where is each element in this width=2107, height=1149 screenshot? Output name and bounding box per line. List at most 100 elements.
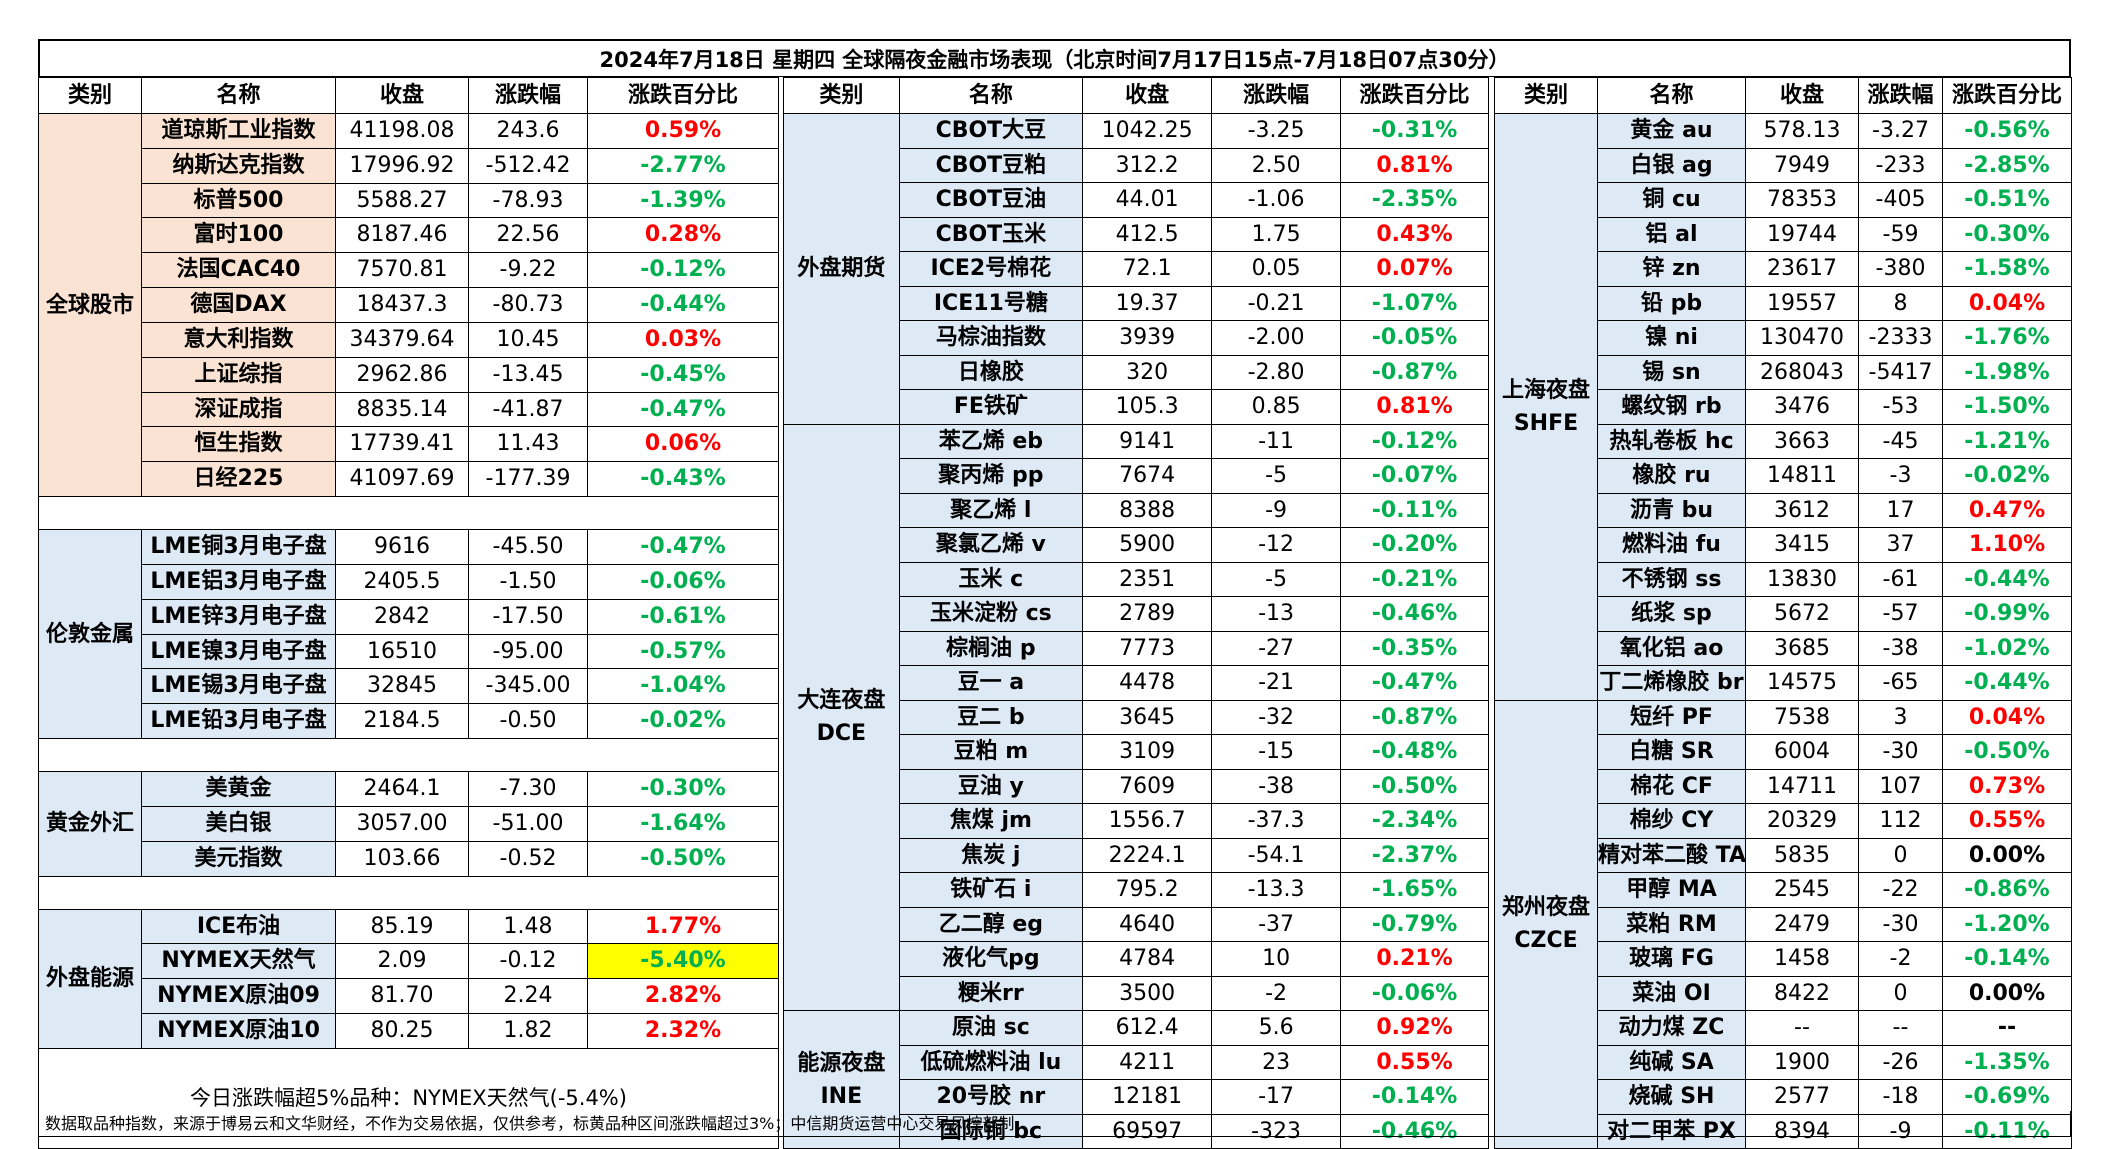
change-percent: 0.55% (1942, 803, 2072, 839)
change-percent: 0.21% (1340, 941, 1489, 977)
instrument-name: 铅 pb (1597, 285, 1746, 321)
change-percent: 1.77% (587, 908, 779, 945)
change-value: -51.00 (468, 805, 588, 842)
instrument-name: CBOT大豆 (898, 113, 1084, 149)
table-row: 粳米rr 3500 -2 -0.06% (784, 975, 1489, 1011)
close-value: 7773 (1082, 630, 1213, 666)
table-row: LME铝3月电子盘 2405.5 -1.50 -0.06% (39, 563, 779, 600)
instrument-name: 上证综指 (141, 356, 336, 393)
table-row: 20号胶 nr 12181 -17 -0.14% (784, 1079, 1489, 1115)
change-value: -5 (1211, 561, 1342, 597)
close-value: 3057.00 (335, 805, 469, 842)
close-value: 8422 (1745, 975, 1859, 1011)
instrument-name: 黄金 au (1597, 113, 1746, 149)
change-value: -59 (1858, 216, 1943, 252)
change-value: -37 (1211, 906, 1342, 942)
close-value: 3663 (1745, 423, 1859, 459)
change-percent: -0.02% (1942, 458, 2072, 494)
close-value: 2789 (1082, 596, 1213, 632)
close-value: 3500 (1082, 975, 1213, 1011)
column-header: 类别 (38, 77, 142, 114)
close-value: 5588.27 (335, 182, 469, 219)
change-value: -2333 (1858, 320, 1943, 356)
table-row: LME锡3月电子盘 32845 -345.00 -1.04% (39, 668, 779, 705)
change-percent: -1.02% (1942, 630, 2072, 666)
change-percent: -0.11% (1340, 492, 1489, 528)
close-value: 16510 (335, 633, 469, 670)
change-value: -45 (1858, 423, 1943, 459)
change-percent: -1.64% (587, 805, 779, 842)
close-value: 32845 (335, 668, 469, 705)
note-row: 今日涨跌幅超5%品种：NYMEX天然气(-5.4%) (38, 1047, 779, 1149)
change-value: 107 (1858, 768, 1943, 804)
instrument-name: 橡胶 ru (1597, 458, 1746, 494)
table-row: LME铅3月电子盘 2184.5 -0.50 -0.02% (39, 703, 779, 740)
close-value: 1556.7 (1082, 803, 1213, 839)
table-row: 黄金外汇 美黄金 2464.1 -7.30 -0.30% (38, 771, 779, 877)
change-value: 10.45 (468, 321, 588, 358)
close-value: 7674 (1082, 458, 1213, 494)
change-value: -30 (1858, 906, 1943, 942)
instrument-name: 棉纱 CY (1597, 803, 1746, 839)
change-value: -13.3 (1211, 872, 1342, 908)
change-percent: -1.58% (1942, 251, 2072, 287)
change-percent: -0.86% (1942, 872, 2072, 908)
change-percent: -0.43% (587, 461, 779, 498)
change-percent: 0.47% (1942, 492, 2072, 528)
change-value: 22.56 (468, 217, 588, 254)
change-value: -0.21 (1211, 285, 1342, 321)
close-value: 9616 (335, 529, 469, 565)
change-value: -323 (1211, 1113, 1342, 1149)
footer-note: 数据取品种指数，来源于博易云和文华财经，不作为交易依据，仅供参考，标黄品种区间涨… (38, 1111, 2071, 1137)
change-percent: 2.82% (587, 978, 779, 1015)
instrument-name: CBOT豆油 (898, 182, 1084, 218)
table-row: 全球股市 道琼斯工业指数 41198.08 243.6 0.59% (38, 112, 779, 498)
close-value: 3476 (1745, 389, 1859, 425)
table-row: 燃料油 fu 3415 37 1.10% (1495, 527, 2072, 563)
change-percent: 0.28% (587, 217, 779, 254)
change-value: -7.30 (468, 771, 588, 807)
instrument-name: 不锈钢 ss (1597, 561, 1746, 597)
table-row: LME镍3月电子盘 16510 -95.00 -0.57% (39, 633, 779, 670)
instrument-name: 玻璃 FG (1597, 941, 1746, 977)
change-value: 0.05 (1211, 251, 1342, 287)
change-value: -18 (1858, 1079, 1943, 1115)
close-value: 2351 (1082, 561, 1213, 597)
table-row: 意大利指数 34379.64 10.45 0.03% (39, 321, 779, 358)
change-percent: 0.43% (1340, 216, 1489, 252)
page-title: 2024年7月18日 星期四 全球隔夜金融市场表现（北京时间7月17日15点-7… (38, 39, 2071, 77)
change-percent: -1.20% (1942, 906, 2072, 942)
change-value: 8 (1858, 285, 1943, 321)
close-value: 5672 (1745, 596, 1859, 632)
close-value: 3645 (1082, 699, 1213, 735)
instrument-name: 美元指数 (141, 840, 336, 877)
instrument-name: 苯乙烯 eb (898, 423, 1084, 459)
change-value: 17 (1858, 492, 1943, 528)
close-value: 3109 (1082, 734, 1213, 770)
column-header: 收盘 (1082, 77, 1213, 114)
close-value: 17739.41 (335, 426, 469, 463)
instrument-name: 白糖 SR (1597, 734, 1746, 770)
table-row: 焦炭 j 2224.1 -54.1 -2.37% (784, 837, 1489, 873)
table-row: 白银 ag 7949 -233 -2.85% (1495, 147, 2072, 183)
close-value: 8187.46 (335, 217, 469, 254)
change-value: -2 (1211, 975, 1342, 1011)
close-value: 2962.86 (335, 356, 469, 393)
change-value: -95.00 (468, 633, 588, 670)
close-value: 268043 (1745, 354, 1859, 390)
close-value: 2405.5 (335, 563, 469, 600)
close-value: 9141 (1082, 423, 1213, 459)
change-value: -45.50 (468, 529, 588, 565)
change-percent: -1.65% (1340, 872, 1489, 908)
change-value: 112 (1858, 803, 1943, 839)
spacer-cell (38, 496, 779, 531)
change-value: 3 (1858, 699, 1943, 735)
close-value: 7949 (1745, 147, 1859, 183)
table-row: CBOT玉米 412.5 1.75 0.43% (784, 216, 1489, 252)
close-value: 578.13 (1745, 113, 1859, 149)
instrument-name: NYMEX原油09 (141, 978, 336, 1015)
close-value: 7538 (1745, 699, 1859, 735)
close-value: 13830 (1745, 561, 1859, 597)
column-header: 收盘 (335, 77, 469, 114)
instrument-name: 棉花 CF (1597, 768, 1746, 804)
